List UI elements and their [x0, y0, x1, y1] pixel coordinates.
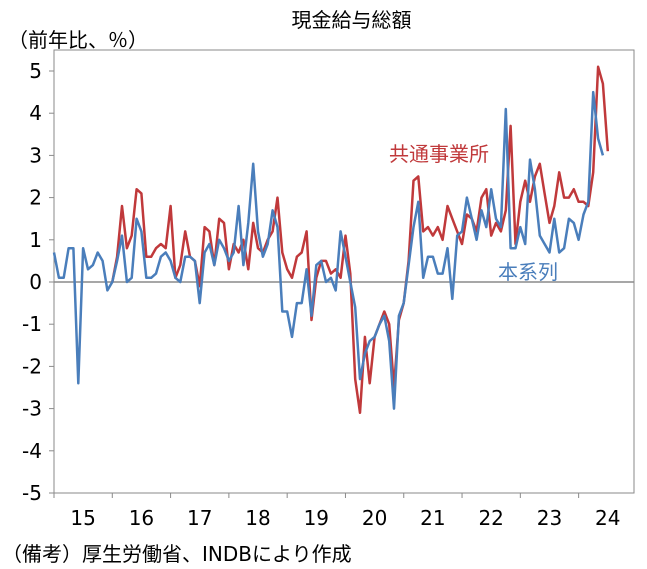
x-tick-label: 22	[478, 506, 503, 530]
x-tick-label: 20	[362, 506, 387, 530]
y-tick-label: -4	[22, 439, 42, 463]
y-tick-label: 4	[29, 101, 42, 125]
x-tick-label: 17	[187, 506, 212, 530]
y-axis-unit-label: （前年比、％）	[8, 28, 148, 52]
x-tick-label: 19	[304, 506, 329, 530]
plot-area	[53, 49, 635, 494]
series-label-honkeiretsu: 本系列	[498, 260, 558, 284]
y-tick-label: -3	[22, 397, 42, 421]
x-tick-label: 24	[595, 506, 620, 530]
chart-title: 現金給与総額	[291, 8, 412, 32]
series-line-honkeiretsu	[52, 90, 605, 410]
y-tick-label: -1	[22, 312, 42, 336]
y-tick-label: 1	[29, 228, 42, 252]
x-tick-label: 23	[537, 506, 562, 530]
y-tick-label: 2	[29, 186, 42, 210]
series-label-kyotsu: 共通事業所	[389, 142, 489, 166]
x-tick-label: 16	[129, 506, 154, 530]
y-tick-label: -5	[22, 481, 42, 505]
y-tick-label: 3	[29, 143, 42, 167]
y-tick-label: 0	[29, 270, 42, 294]
y-tick-label: 5	[29, 59, 42, 83]
y-tick-label: -2	[22, 354, 42, 378]
x-tick-label: 21	[420, 506, 445, 530]
x-tick-label: 18	[245, 506, 270, 530]
x-tick-label: 15	[70, 506, 95, 530]
source-note: （備考）厚生労働省、INDBにより作成	[2, 542, 352, 566]
